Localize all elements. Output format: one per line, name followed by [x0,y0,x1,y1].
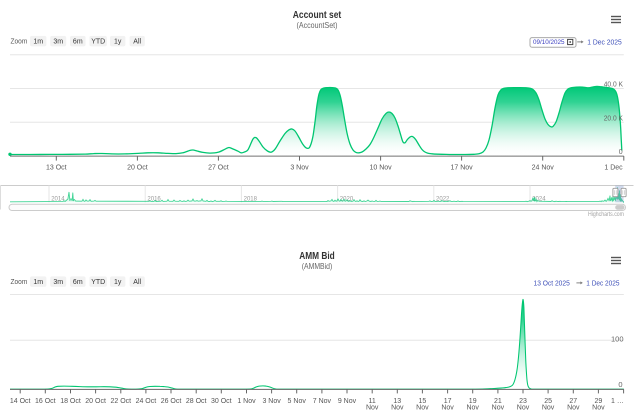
svg-text:3m: 3m [53,39,63,46]
svg-text:0: 0 [618,380,622,389]
svg-text:6m: 6m [73,279,83,286]
svg-text:26 Oct: 26 Oct [161,398,182,405]
svg-text:15: 15 [419,398,427,405]
svg-text:YTD: YTD [91,279,105,286]
svg-text:1m: 1m [33,39,43,46]
svg-text:13: 13 [393,398,401,405]
svg-text:16 Oct: 16 Oct [35,398,56,405]
svg-text:(AMMBid): (AMMBid) [302,262,333,271]
svg-text:2024: 2024 [532,195,546,202]
svg-text:20.0 K: 20.0 K [604,115,624,122]
svg-text:Zoom: Zoom [11,37,28,46]
svg-text:Nov: Nov [592,405,605,412]
svg-text:18 Oct: 18 Oct [60,398,81,405]
svg-text:100: 100 [611,335,624,344]
svg-text:Nov: Nov [416,405,429,412]
svg-text:19: 19 [469,398,477,405]
svg-text:1y: 1y [114,39,122,46]
svg-text:Nov: Nov [441,405,454,412]
svg-text:Nov: Nov [366,405,379,412]
svg-text:Account set: Account set [293,9,342,21]
svg-text:23: 23 [519,398,527,405]
svg-text:20 Oct: 20 Oct [127,164,148,171]
svg-text:9 Nov: 9 Nov [338,398,357,405]
svg-text:10 Nov: 10 Nov [370,164,393,171]
svg-text:17 Nov: 17 Nov [451,164,474,171]
svg-text:Nov: Nov [466,405,479,412]
svg-text:2014: 2014 [51,195,65,202]
svg-text:28 Oct: 28 Oct [186,398,207,405]
svg-text:YTD: YTD [91,39,105,46]
svg-text:0: 0 [619,149,623,156]
svg-text:1 Dec: 1 Dec [604,164,623,171]
svg-text:7 Nov: 7 Nov [313,398,332,405]
svg-text:1 Dec 2025: 1 Dec 2025 [587,37,621,46]
svg-text:25: 25 [544,398,552,405]
svg-text:Highcharts.com: Highcharts.com [588,212,624,218]
svg-text:1 Dec 2025: 1 Dec 2025 [586,278,619,287]
svg-text:13 Oct 2025: 13 Oct 2025 [534,278,570,287]
svg-text:21: 21 [494,398,502,405]
svg-text:30 Oct: 30 Oct [211,398,232,405]
svg-text:Nov: Nov [542,405,555,412]
svg-text:All: All [133,279,141,286]
svg-text:3 Nov: 3 Nov [262,398,281,405]
svg-text:6m: 6m [73,39,83,46]
svg-text:13 Oct: 13 Oct [46,164,67,171]
svg-text:1y: 1y [114,279,122,286]
svg-text:Nov: Nov [517,405,530,412]
svg-text:Zoom: Zoom [11,277,28,286]
svg-text:AMM Bid: AMM Bid [299,250,335,262]
svg-text:27: 27 [569,398,577,405]
svg-text:09/10/2025: 09/10/2025 [533,39,565,46]
svg-text:24 Oct: 24 Oct [136,398,157,405]
svg-text:1 Nov: 1 Nov [237,398,256,405]
svg-text:20 Oct: 20 Oct [85,398,106,405]
svg-text:1 …: 1 … [611,398,624,405]
svg-text:29: 29 [595,398,603,405]
svg-text:11: 11 [369,398,376,405]
svg-text:Nov: Nov [492,405,505,412]
svg-text:40.0 K: 40.0 K [604,82,624,89]
svg-text:1m: 1m [33,279,43,286]
svg-text:(AccountSet): (AccountSet) [297,21,338,30]
svg-text:27 Oct: 27 Oct [208,164,229,171]
svg-text:2022: 2022 [436,195,450,202]
svg-text:Nov: Nov [567,405,580,412]
svg-text:17: 17 [444,398,452,405]
svg-text:2018: 2018 [244,195,258,202]
svg-text:2016: 2016 [147,195,161,202]
svg-text:5 Nov: 5 Nov [288,398,307,405]
svg-text:24 Nov: 24 Nov [532,164,555,171]
svg-text:All: All [133,39,141,46]
svg-text:3 Nov: 3 Nov [290,164,309,171]
svg-text:3m: 3m [53,279,63,286]
svg-text:14 Oct: 14 Oct [10,398,31,405]
svg-text:2020: 2020 [340,195,354,202]
svg-text:Nov: Nov [391,405,404,412]
svg-text:22 Oct: 22 Oct [110,398,131,405]
